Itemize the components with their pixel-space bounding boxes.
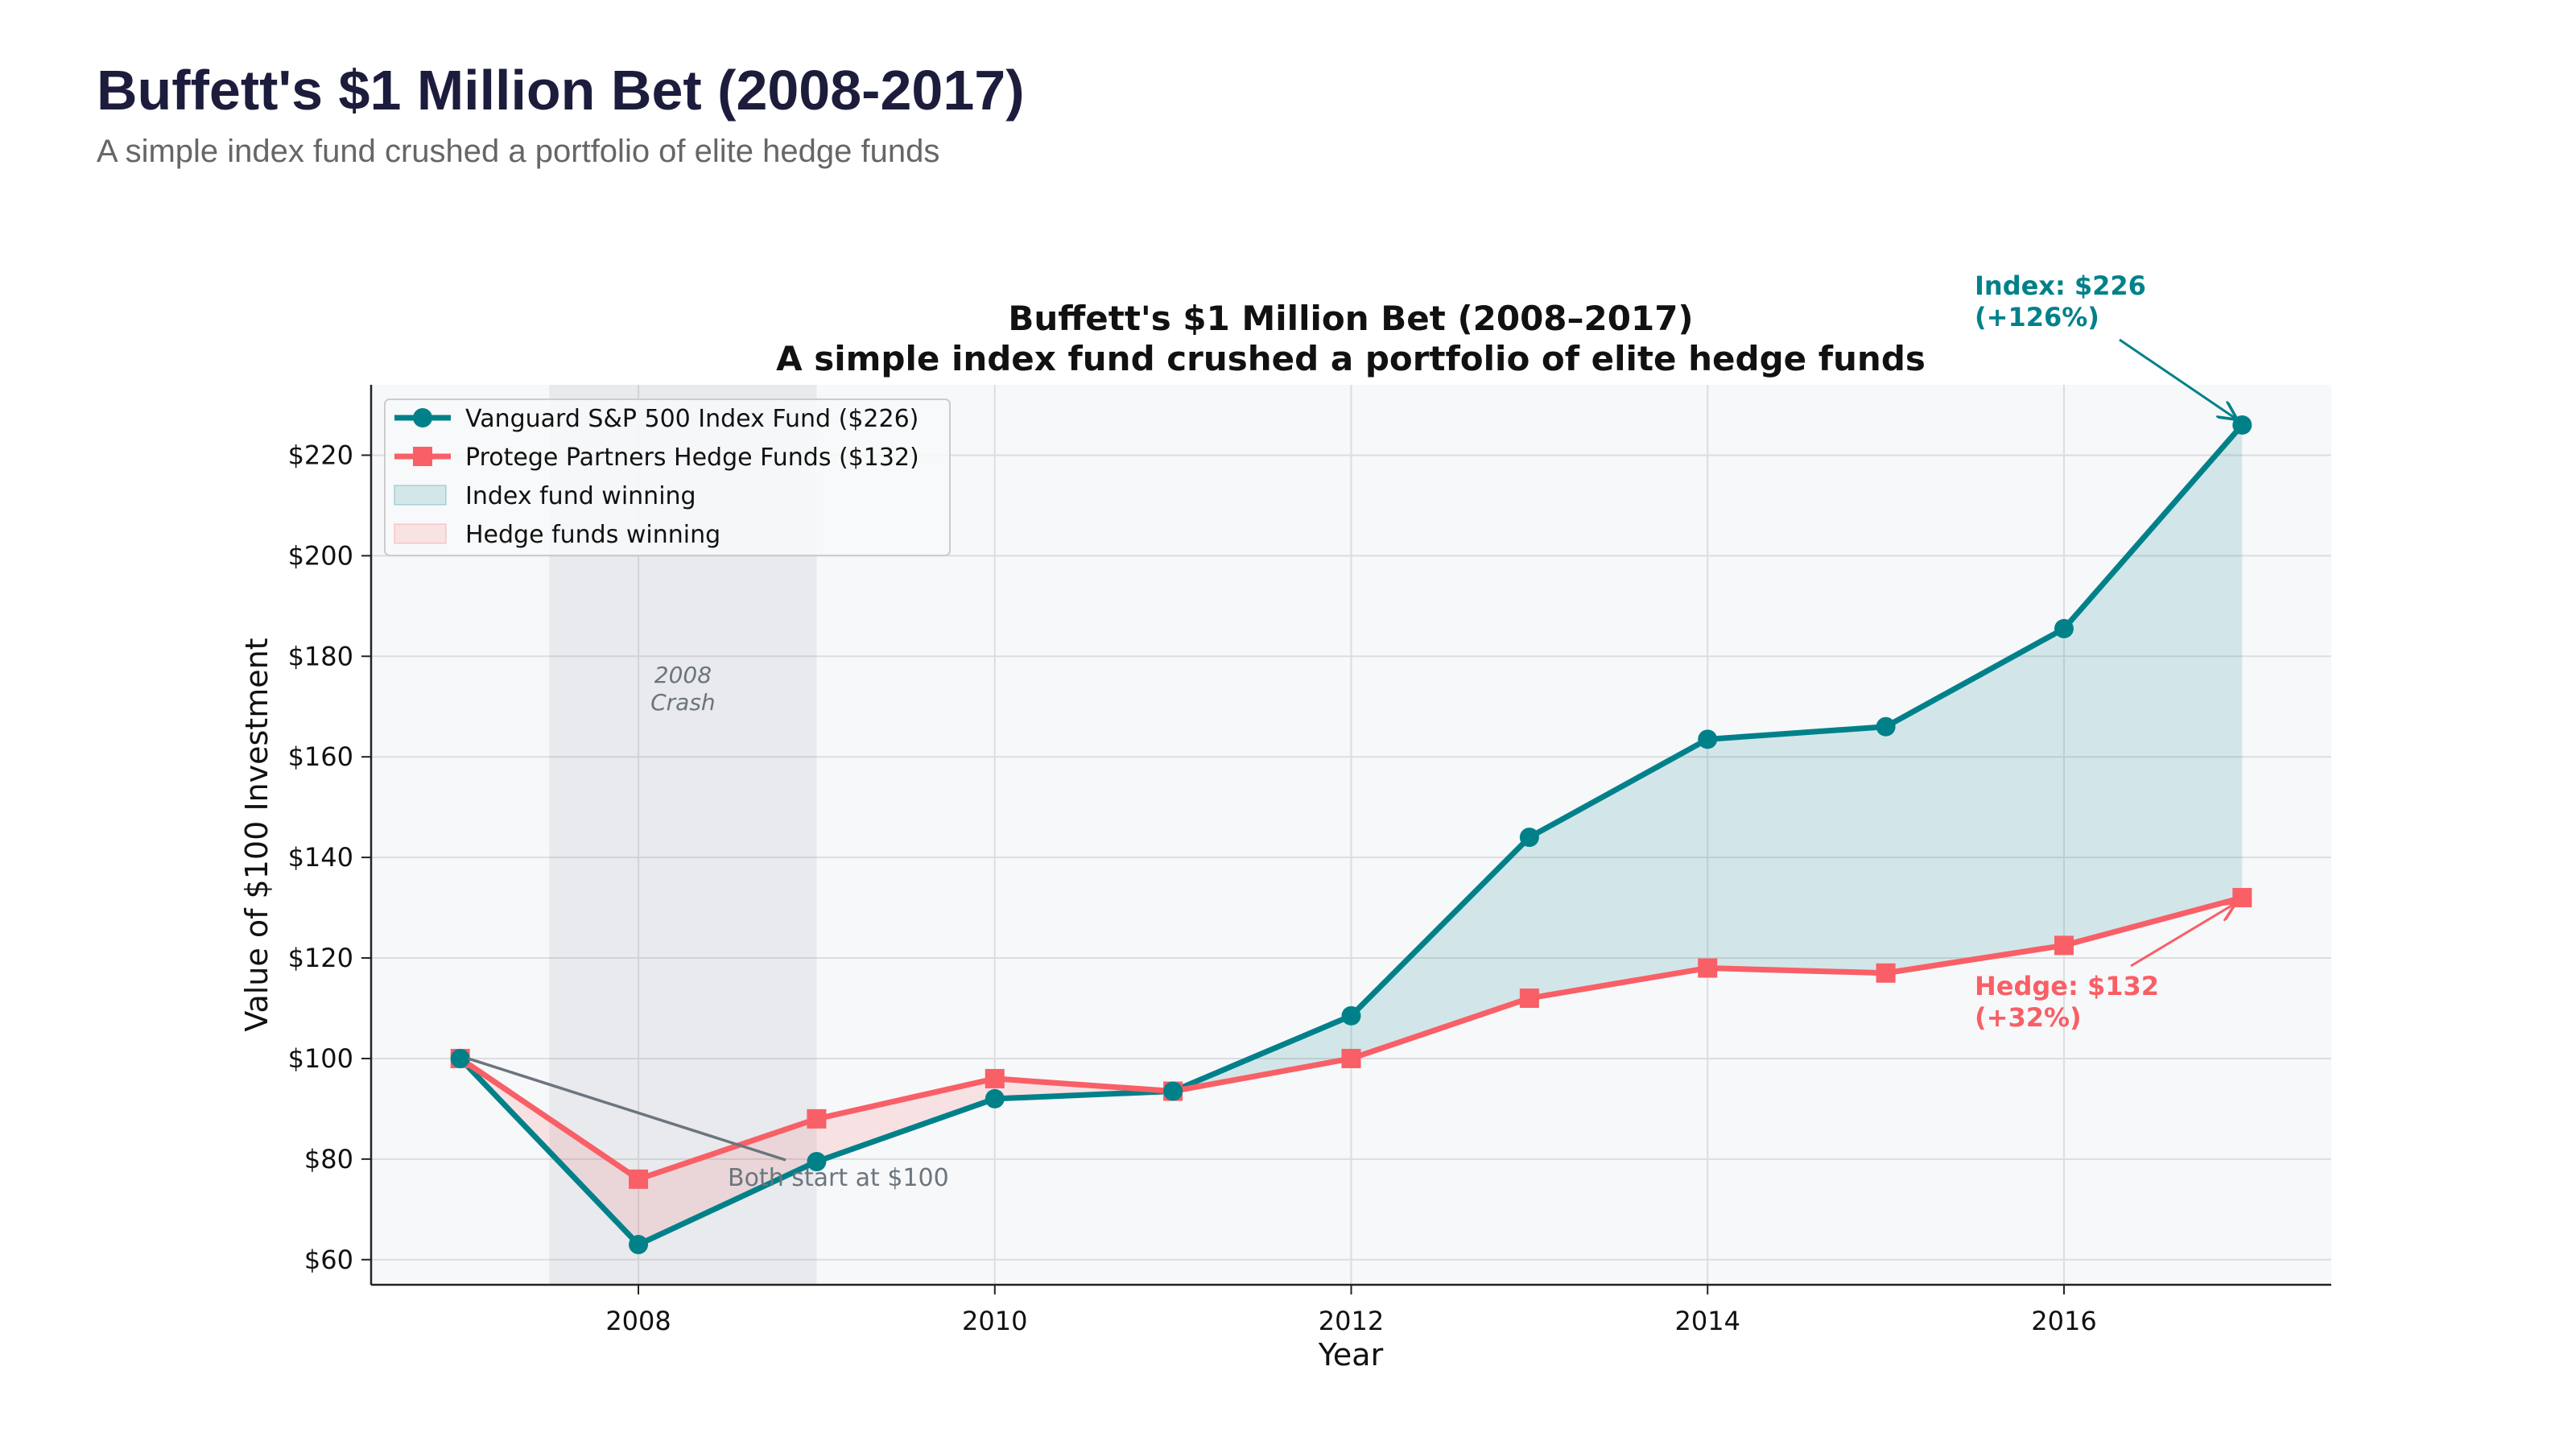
y-tick-label: $120 <box>288 943 353 973</box>
index-winning-fill <box>1529 739 1708 998</box>
x-tick-label: 2016 <box>2031 1306 2096 1336</box>
index-fund-point <box>807 1151 827 1171</box>
y-tick-label: $140 <box>288 842 353 873</box>
series-lines <box>450 415 2252 1255</box>
index-fund-point <box>1698 729 1718 749</box>
index-end-label: (+126%) <box>1975 302 2099 332</box>
legend-box <box>384 398 951 556</box>
y-tick-label: $160 <box>288 741 353 772</box>
x-axis-label: Year <box>1318 1337 1384 1373</box>
start-annotation-line <box>468 1057 786 1162</box>
index-fund-point <box>450 1048 470 1068</box>
hedge-end-label: (+32%) <box>1975 1002 2082 1033</box>
hedge-fund-point <box>1341 1048 1361 1068</box>
fills <box>460 424 2243 1245</box>
y-tick-label: $60 <box>304 1245 353 1275</box>
hedge-fund-point <box>629 1169 649 1189</box>
x-tick-label: 2012 <box>1319 1306 1384 1336</box>
hedge-end-label: Hedge: $132 <box>1975 971 2159 1001</box>
index-fund-point <box>629 1235 649 1255</box>
crash-label: Crash <box>650 689 716 716</box>
crash-label: 2008 <box>654 662 712 688</box>
y-tick-label: $180 <box>288 641 353 671</box>
annotations: Both start at $100 Index: $226(+126%) Hedg… <box>468 270 2236 1192</box>
index-fund-point <box>1876 716 1896 737</box>
page-title: Buffett's $1 Million Bet (2008-2017) <box>97 59 1025 122</box>
hedge-fund-point <box>2054 935 2074 956</box>
index-winning-fill <box>1351 837 1530 1059</box>
x-tick-label: 2014 <box>1675 1306 1740 1336</box>
page-subtitle: A simple index fund crushed a portfolio … <box>97 134 940 169</box>
y-axis-label: Value of $100 Investment <box>239 638 275 1031</box>
index-fund-point <box>985 1088 1005 1108</box>
hedge-fund-point <box>1519 988 1539 1008</box>
index-end-label: Index: $226 <box>1975 270 2146 301</box>
index-fund-point <box>1341 1005 1361 1026</box>
legend-label: Hedge funds winning <box>465 521 720 549</box>
x-tick-label: 2010 <box>962 1306 1027 1336</box>
legend-marker <box>413 408 432 427</box>
legend-swatch <box>394 485 447 506</box>
x-tick-label: 2008 <box>605 1306 671 1336</box>
hedge-fund-point <box>1698 958 1718 978</box>
legend: Vanguard S&P 500 Index Fund ($226) Proteg… <box>384 398 951 556</box>
hedge-fund-point <box>985 1068 1005 1088</box>
hedge-arrow <box>2130 904 2234 968</box>
index-winning-fill <box>1707 726 1886 973</box>
hedge-fund-point <box>807 1108 827 1129</box>
index-fund-point <box>2054 618 2074 638</box>
index-winning-fill <box>2063 424 2243 946</box>
y-tick-label: $220 <box>288 440 353 470</box>
hedge-winning-fill <box>638 1118 817 1245</box>
hedge-winning-fill <box>816 1078 995 1162</box>
chart-subtitle: A simple index fund crushed a portfolio … <box>776 339 1926 378</box>
chart-title: Buffett's $1 Million Bet (2008–2017) <box>1008 299 1693 338</box>
axes: $60 $80 $100 $120 $140 $160 $180 $200 $220 2008 20… <box>288 385 2331 1336</box>
legend-marker <box>413 447 432 466</box>
index-winning-fill <box>1885 628 2064 973</box>
legend-swatch <box>394 523 447 544</box>
legend-label: Vanguard S&P 500 Index Fund ($226) <box>465 405 919 433</box>
index-fund-point <box>1163 1081 1183 1101</box>
start-annotation-text: Both start at $100 <box>728 1164 949 1192</box>
y-tick-label: $100 <box>288 1043 353 1074</box>
y-tick-label: $80 <box>304 1144 353 1174</box>
hedge-fund-point <box>1876 963 1896 983</box>
hedge-fund-point <box>2232 888 2252 908</box>
legend-label: Protege Partners Hedge Funds ($132) <box>465 444 919 472</box>
index-fund-point <box>1519 828 1539 848</box>
index-arrow <box>2119 338 2235 419</box>
legend-label: Index fund winning <box>465 482 696 510</box>
y-tick-label: $200 <box>288 540 353 571</box>
